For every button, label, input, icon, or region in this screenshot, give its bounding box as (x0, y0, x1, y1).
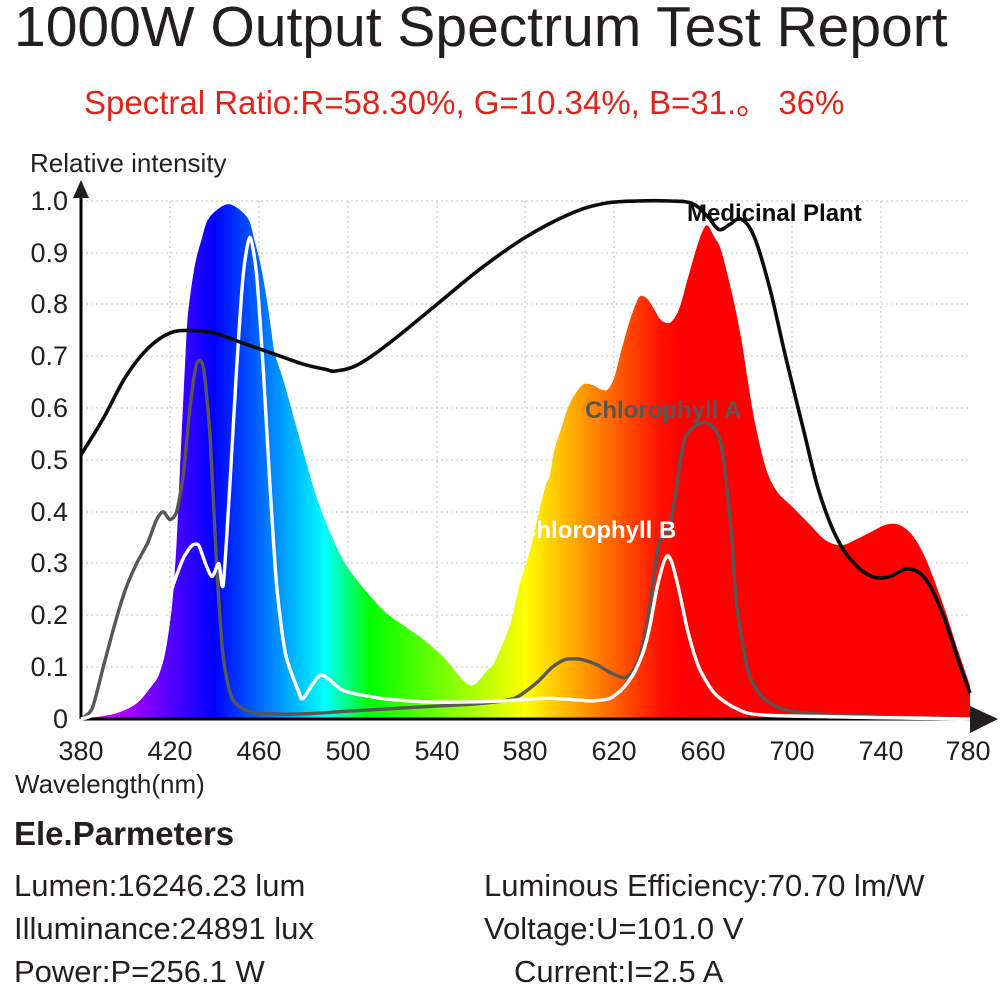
svg-text:0.4: 0.4 (30, 497, 68, 527)
svg-text:780: 780 (945, 736, 990, 766)
svg-text:Current:I=2.5 A: Current:I=2.5 A (514, 954, 724, 989)
svg-text:Medicinal Plant: Medicinal Plant (687, 200, 862, 227)
svg-text:0.5: 0.5 (30, 445, 68, 475)
svg-text:0.7: 0.7 (30, 341, 68, 371)
svg-text:0.8: 0.8 (30, 289, 68, 319)
svg-text:Wavelength(nm): Wavelength(nm) (15, 769, 205, 799)
svg-text:460: 460 (236, 736, 281, 766)
svg-text:580: 580 (502, 736, 547, 766)
svg-text:Luminous Efficiency:70.70 lm/W: Luminous Efficiency:70.70 lm/W (484, 868, 925, 903)
svg-text:620: 620 (591, 736, 636, 766)
svg-text:Relative intensity: Relative intensity (30, 148, 227, 178)
svg-text:Illuminance:24891 lux: Illuminance:24891 lux (14, 911, 314, 946)
svg-text:0.6: 0.6 (30, 393, 68, 423)
svg-text:Ele.Parmeters: Ele.Parmeters (14, 815, 234, 852)
svg-text:Lumen:16246.23 lum: Lumen:16246.23 lum (14, 868, 305, 903)
svg-text:380: 380 (58, 736, 103, 766)
svg-text:0: 0 (53, 704, 68, 734)
svg-text:540: 540 (414, 736, 459, 766)
svg-text:500: 500 (325, 736, 370, 766)
svg-text:420: 420 (147, 736, 192, 766)
svg-text:Power:P=256.1 W: Power:P=256.1 W (14, 954, 265, 989)
svg-text:Chlorophyll B: Chlorophyll B (519, 517, 676, 544)
svg-text:1.0: 1.0 (30, 186, 68, 216)
svg-text:0.9: 0.9 (30, 238, 68, 268)
svg-text:0.3: 0.3 (30, 548, 68, 578)
svg-text:660: 660 (680, 736, 725, 766)
svg-text:700: 700 (769, 736, 814, 766)
svg-text:740: 740 (858, 736, 903, 766)
svg-text:0.2: 0.2 (30, 600, 68, 630)
svg-text:0.1: 0.1 (30, 652, 68, 682)
svg-text:Chlorophyll A: Chlorophyll A (585, 397, 741, 424)
svg-text:Voltage:U=101.0 V: Voltage:U=101.0 V (484, 911, 744, 946)
